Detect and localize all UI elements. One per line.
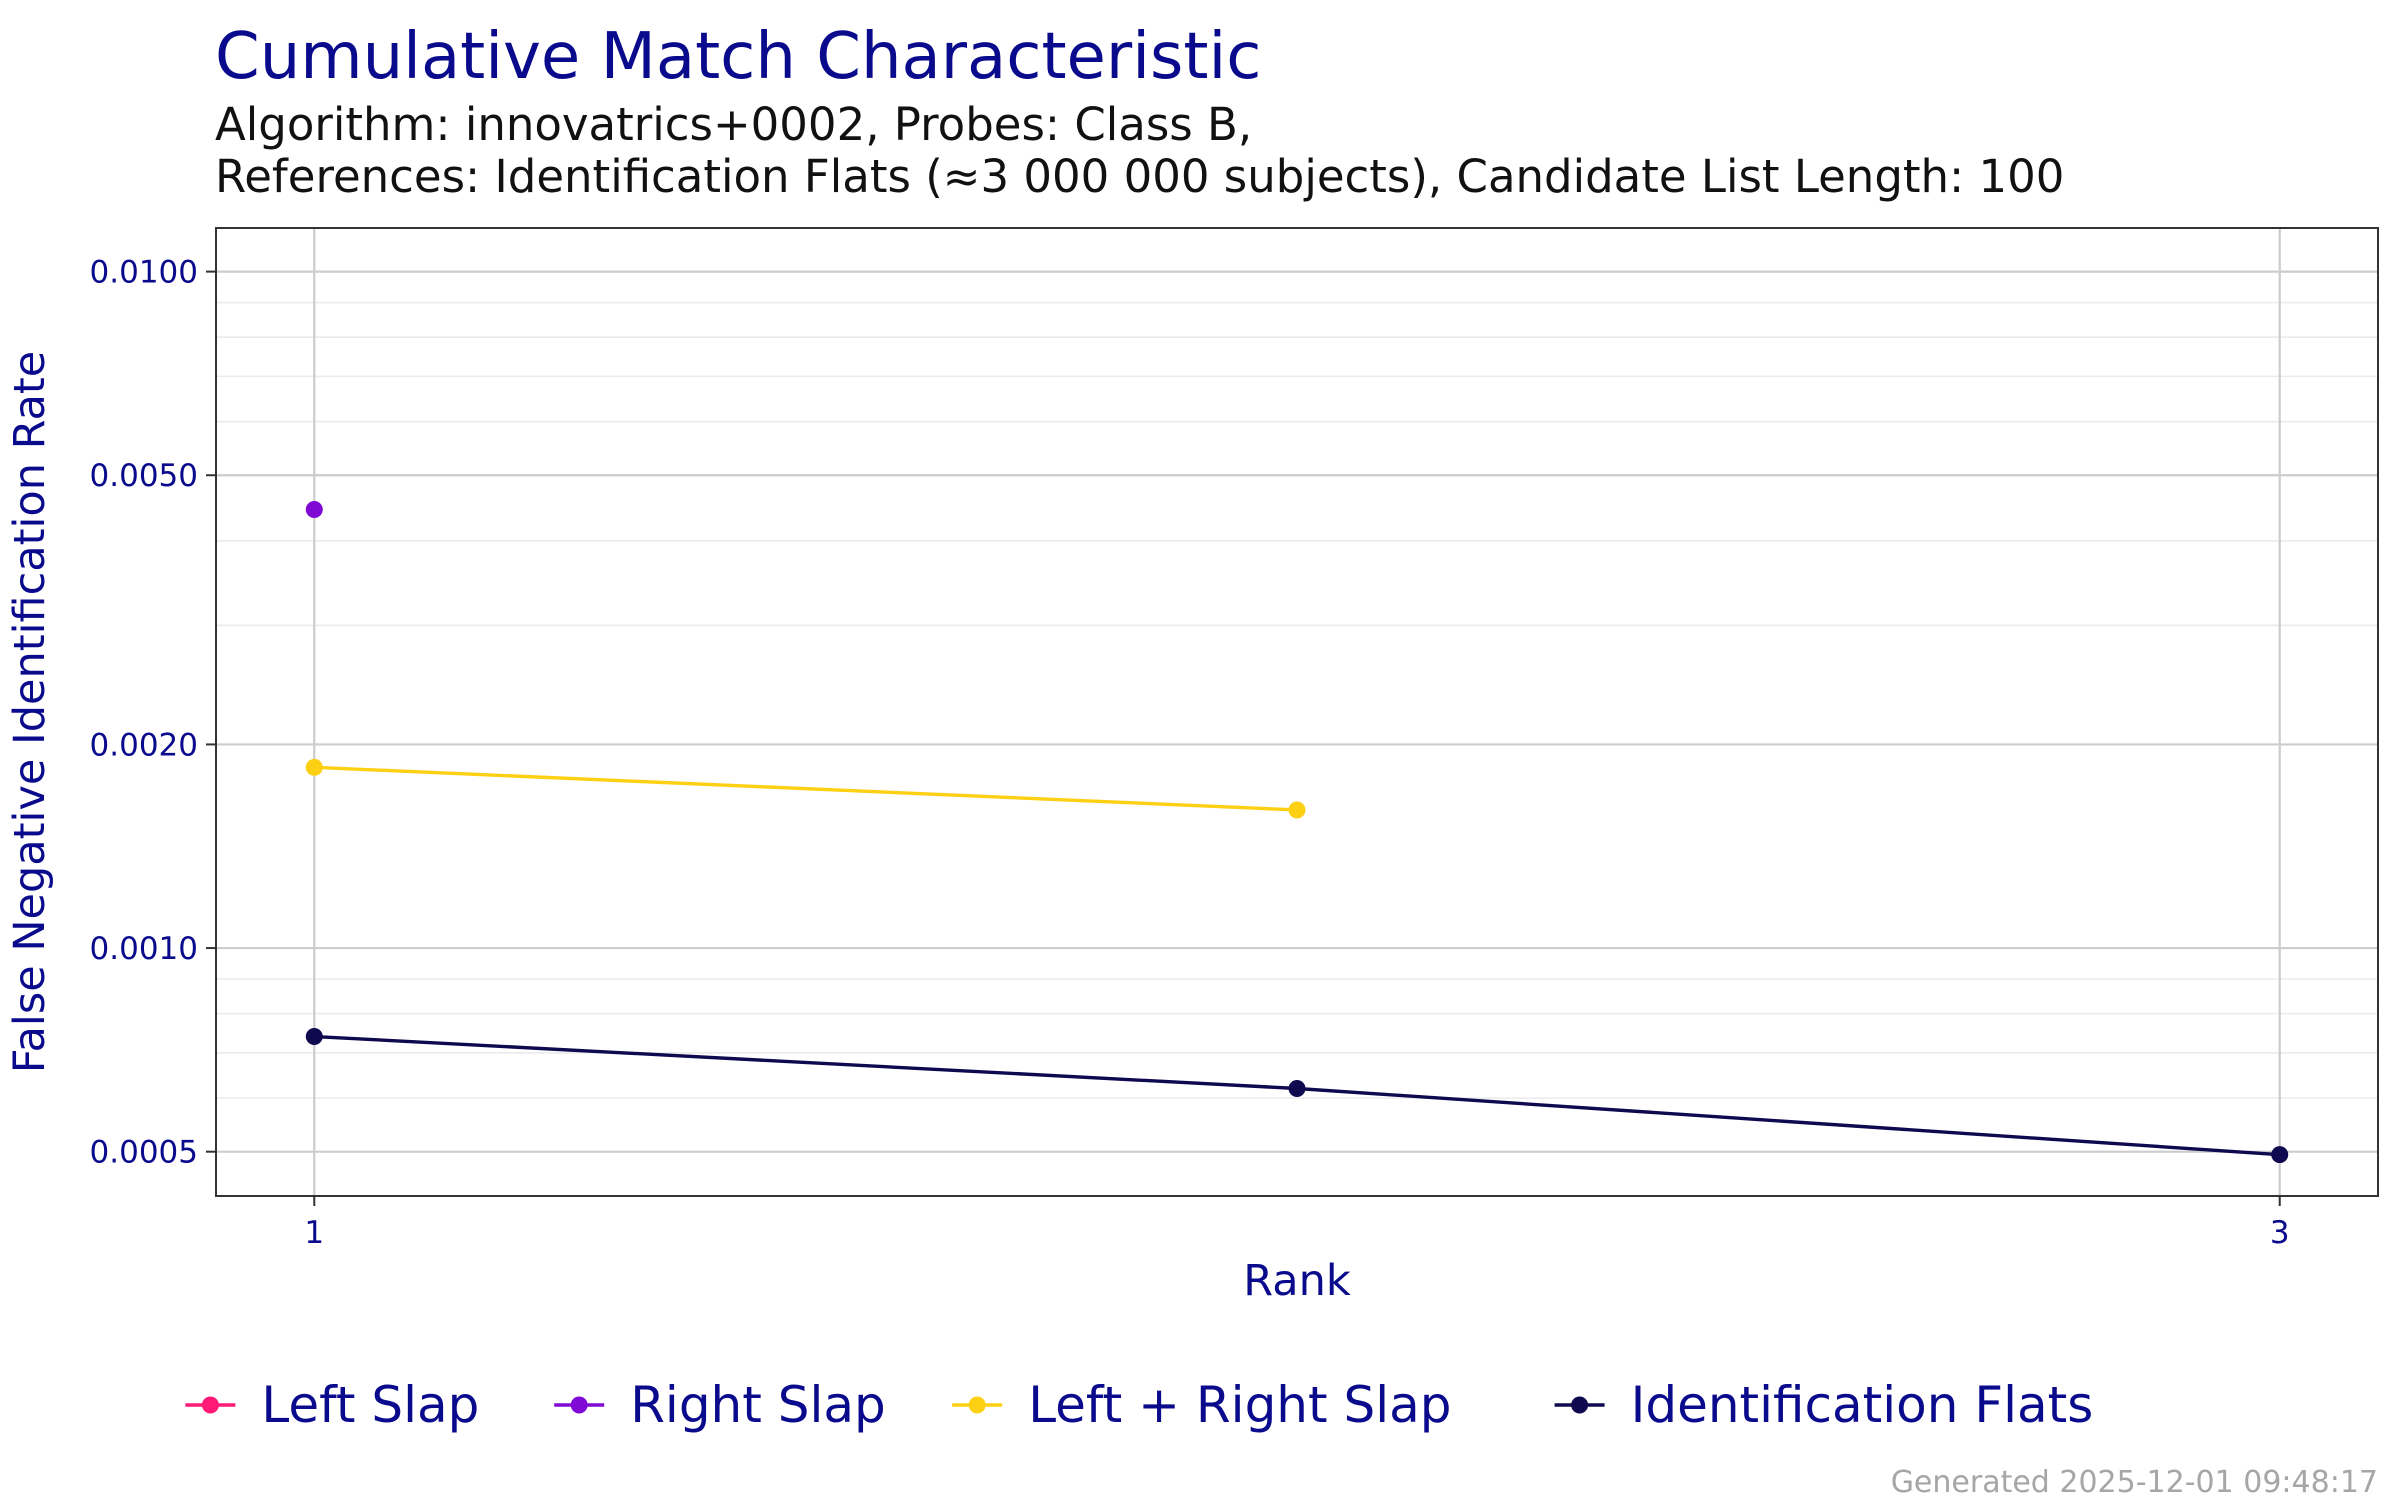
- series-point-2: [1288, 801, 1306, 819]
- x-tick-label: 1: [304, 1215, 324, 1251]
- y-tick-label: 0.0100: [90, 255, 198, 291]
- y-tick-label: 0.0010: [90, 931, 198, 967]
- legend-key-point: [968, 1396, 986, 1414]
- series-layer: [305, 500, 2289, 1164]
- legend-label: Left + Right Slap: [1028, 1376, 1451, 1434]
- legend-label: Identification Flats: [1631, 1376, 2094, 1434]
- chart-subtitle-line-1: Algorithm: innovatrics+0002, Probes: Cla…: [215, 98, 1252, 151]
- series-point-3: [2271, 1146, 2289, 1164]
- series-point-2: [305, 758, 323, 776]
- y-axis-title: False Negative Identification Rate: [5, 351, 55, 1073]
- x-axis-title: Rank: [1243, 1256, 1351, 1306]
- x-tick-label: 3: [2270, 1215, 2290, 1251]
- legend-key-point: [570, 1396, 588, 1414]
- series-point-1: [305, 500, 323, 518]
- legend-key-point: [201, 1396, 219, 1414]
- series-line-2: [314, 765, 1298, 812]
- plot-panel-border: [215, 227, 2379, 1197]
- legend-label: Left Slap: [261, 1376, 479, 1434]
- generated-timestamp: Generated 2025-12-01 09:48:17: [1891, 1465, 2378, 1500]
- y-tick-label: 0.0020: [90, 727, 198, 763]
- series-point-3: [305, 1028, 323, 1046]
- chart-subtitle-line-2: References: Identification Flats (≈3 000…: [215, 150, 2064, 203]
- y-axis: 0.0005 0.0010 0.0020 0.0050 0.0100: [90, 255, 216, 1171]
- legend-key-point: [1571, 1396, 1589, 1414]
- series-point-3: [1288, 1079, 1306, 1097]
- minor-gridlines: [216, 301, 2378, 1099]
- y-tick-label: 0.0050: [90, 458, 198, 494]
- y-tick-label: 0.0005: [90, 1135, 198, 1171]
- legend: Left Slap Right Slap Left + Right Slap Iden…: [185, 1376, 2093, 1434]
- chart-title: Cumulative Match Characteristic: [215, 20, 1261, 94]
- legend-label: Right Slap: [630, 1376, 886, 1434]
- major-gridlines: [216, 228, 2378, 1196]
